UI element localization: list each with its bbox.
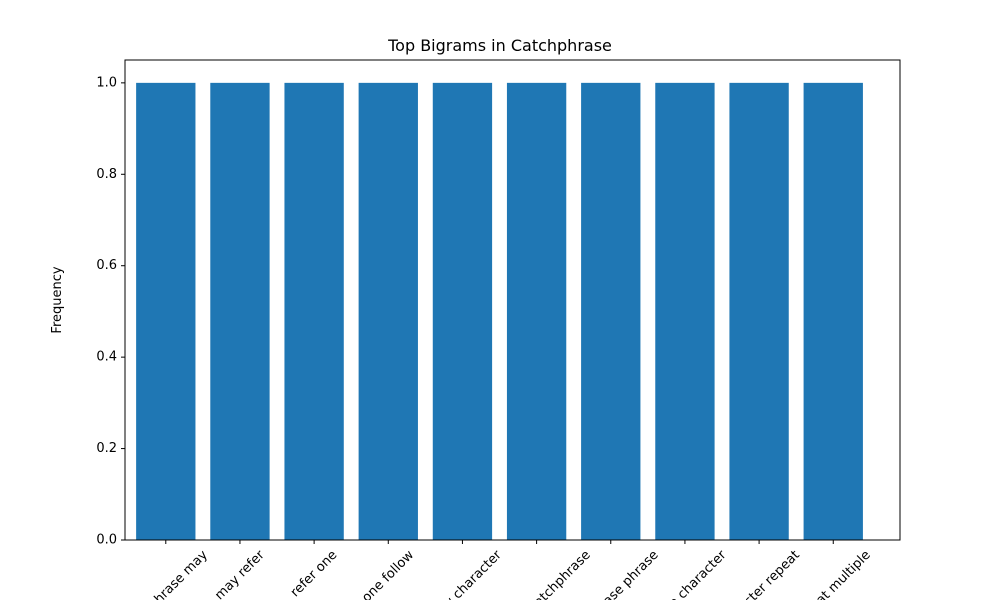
x-tick-label: repeat multiple <box>793 548 874 600</box>
bar <box>803 82 863 540</box>
y-tick-label: 0.6 <box>96 258 117 273</box>
plot-frame <box>124 59 901 541</box>
y-tick-label: 0.2 <box>96 441 117 456</box>
x-tick-label: refer one <box>288 548 341 600</box>
bar <box>284 82 344 540</box>
bar <box>136 82 196 540</box>
y-axis-label: Frequency <box>50 266 65 333</box>
x-tick-label: follow character <box>420 547 505 600</box>
bar <box>358 82 418 540</box>
y-tick-label: 0.0 <box>96 533 117 548</box>
bar <box>581 82 641 540</box>
y-tick-label: 0.8 <box>96 167 117 182</box>
y-tick-label: 0.4 <box>96 350 117 365</box>
bar <box>432 82 493 540</box>
x-tick-label: catchphrase may <box>121 547 211 600</box>
x-tick-label: character repeat <box>715 548 803 600</box>
bar <box>655 82 715 540</box>
chart-title: Top Bigrams in Catchphrase <box>387 36 612 55</box>
bar <box>506 82 567 540</box>
x-tick-label: may refer <box>212 547 268 600</box>
bar <box>210 82 270 540</box>
y-tick-label: 1.0 <box>96 75 117 90</box>
bar <box>729 82 789 540</box>
x-tick-label: one follow <box>359 547 417 600</box>
